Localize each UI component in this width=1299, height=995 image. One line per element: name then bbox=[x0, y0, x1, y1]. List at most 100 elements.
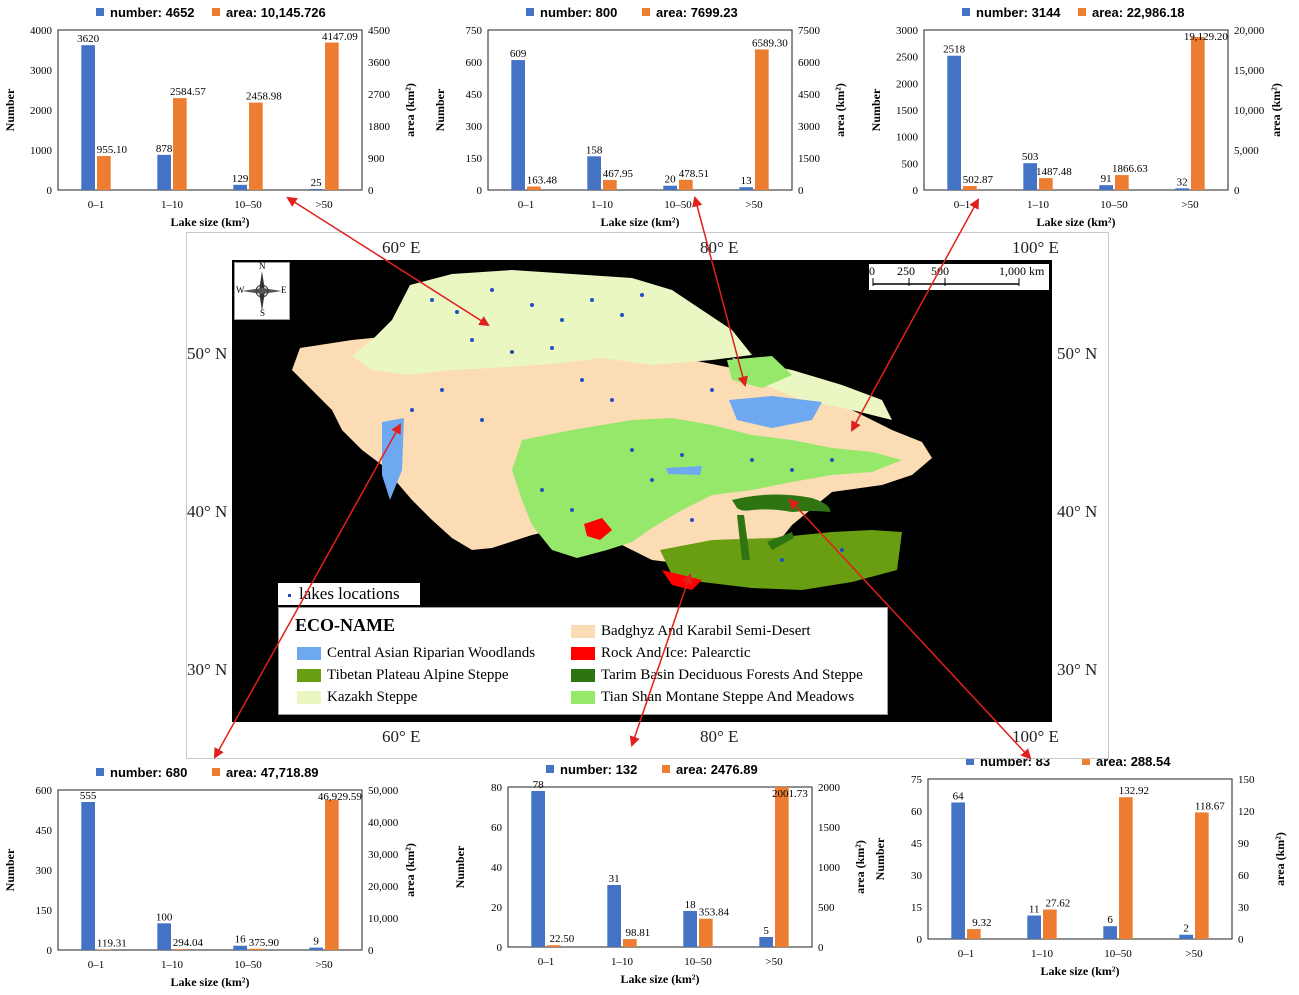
y-left-tick-label: 40 bbox=[491, 862, 503, 874]
chart-legend: number: 680 area: 47,718.89 bbox=[96, 765, 319, 780]
legend-swatch-number bbox=[96, 768, 104, 776]
bar-area-label: 6589.30 bbox=[752, 37, 788, 49]
bar-area bbox=[249, 102, 263, 190]
chart-bottom-right: number: 83 area: 288.54 0 15 30 45 60 75 0 30 60 90… bbox=[870, 749, 1290, 979]
chart-svg: number: 680 area: 47,718.89 0 150 300 450 600 0… bbox=[3, 765, 417, 989]
bar-area-label: 467.95 bbox=[603, 168, 634, 180]
legend-number-label: number: 800 bbox=[540, 5, 617, 20]
chart-top-left: number: 4652 area: 10,145.726 0 1000 2000 300… bbox=[0, 0, 420, 230]
y-right-tick-label: 6000 bbox=[798, 57, 821, 69]
x-tick-label: 0–1 bbox=[954, 199, 971, 211]
legend-item-tarim: Tarim Basin Deciduous Forests And Steppe bbox=[571, 666, 863, 684]
legend-swatch-area bbox=[212, 8, 220, 16]
y-left-axis-label: Number bbox=[3, 88, 17, 131]
legend-swatch-area bbox=[212, 768, 220, 776]
bar-area bbox=[325, 799, 339, 950]
y-right-tick-label: 5,000 bbox=[1234, 145, 1259, 157]
y-right-tick-label: 0 bbox=[368, 945, 374, 957]
bar-number bbox=[1099, 185, 1113, 190]
legend-area-label: area: 288.54 bbox=[1096, 754, 1171, 769]
plot-frame bbox=[507, 786, 813, 948]
swatch bbox=[571, 625, 595, 639]
legend-label: Tarim Basin Deciduous Forests And Steppe bbox=[601, 667, 863, 683]
bar-area-label: 22.50 bbox=[549, 933, 574, 945]
legend-number-label: number: 3144 bbox=[976, 5, 1061, 20]
chart-top-middle: number: 800 area: 7699.23 0 150 300 450 600 750… bbox=[430, 0, 850, 230]
legend-area-label: area: 7699.23 bbox=[656, 5, 738, 20]
x-axis-label: Lake size (km²) bbox=[1037, 215, 1116, 229]
bar-number bbox=[951, 802, 965, 939]
x-tick-label: >50 bbox=[1181, 199, 1199, 211]
x-tick-label: 1–10 bbox=[591, 199, 614, 211]
y-left-axis-label: Number bbox=[869, 88, 883, 131]
legend-area-label: area: 47,718.89 bbox=[226, 765, 319, 780]
y-right-axis-label: area (km²) bbox=[1273, 832, 1287, 886]
bar-number bbox=[233, 945, 247, 950]
x-tick-label: 10–50 bbox=[234, 199, 262, 211]
region-riparian-woodlands-mid bbox=[666, 466, 702, 475]
bar-number bbox=[531, 791, 545, 947]
y-right-tick-label: 0 bbox=[368, 185, 374, 197]
y-right-axis-label: area (km²) bbox=[833, 83, 847, 137]
y-left-axis-label: Number bbox=[3, 848, 17, 891]
bar-area-label: 1487.48 bbox=[1036, 166, 1072, 178]
bar-area bbox=[967, 929, 981, 939]
plot-frame bbox=[923, 29, 1229, 191]
x-tick-label: 10–50 bbox=[1104, 948, 1132, 960]
bar-area bbox=[775, 787, 789, 947]
y-left-tick-label: 80 bbox=[491, 782, 503, 794]
bar-area bbox=[1043, 909, 1057, 939]
y-right-axis-label: area (km²) bbox=[403, 843, 417, 897]
bar-area-label: 98.81 bbox=[625, 927, 650, 939]
lon-label-top-100: 100° E bbox=[1012, 238, 1059, 257]
y-left-tick-label: 4000 bbox=[30, 25, 53, 37]
y-left-axis-label: Number bbox=[453, 845, 467, 888]
y-left-tick-label: 1500 bbox=[896, 105, 919, 117]
x-tick-label: 1–10 bbox=[1031, 948, 1054, 960]
x-tick-label: >50 bbox=[315, 959, 333, 971]
legend-item-tibetan: Tibetan Plateau Alpine Steppe bbox=[297, 666, 509, 684]
y-left-tick-label: 60 bbox=[491, 822, 503, 834]
swatch bbox=[571, 669, 595, 683]
bar-number-label: 555 bbox=[80, 790, 97, 802]
bar-number-label: 158 bbox=[586, 144, 603, 156]
bar-area bbox=[527, 186, 541, 190]
bar-number bbox=[233, 184, 247, 190]
y-left-tick-label: 150 bbox=[466, 153, 483, 165]
x-tick-label: 1–10 bbox=[611, 956, 634, 968]
legend-item-tian-shan: Tian Shan Montane Steppe And Meadows bbox=[571, 688, 854, 706]
y-left-axis-label: Number bbox=[873, 837, 887, 880]
y-right-tick-label: 30,000 bbox=[368, 849, 399, 861]
y-left-tick-label: 2000 bbox=[896, 78, 919, 90]
legend-label: Kazakh Steppe bbox=[327, 689, 418, 705]
y-right-axis-label: area (km²) bbox=[853, 840, 867, 894]
y-left-tick-label: 15 bbox=[911, 902, 923, 914]
bar-area-label: 9.32 bbox=[972, 917, 991, 929]
bar-area-label: 1866.63 bbox=[1112, 163, 1148, 175]
legend-number-label: number: 132 bbox=[560, 762, 637, 777]
y-right-tick-label: 2000 bbox=[818, 782, 841, 794]
y-right-tick-label: 50,000 bbox=[368, 785, 399, 797]
bar-area-label: 353.84 bbox=[699, 907, 730, 919]
bar-area bbox=[1195, 812, 1209, 939]
bar-area bbox=[249, 948, 263, 950]
legend-swatch-number bbox=[526, 8, 534, 16]
bar-number bbox=[157, 154, 171, 190]
chart-legend: number: 132 area: 2476.89 bbox=[546, 762, 758, 777]
bar-area bbox=[173, 98, 187, 190]
y-left-tick-label: 600 bbox=[36, 785, 53, 797]
y-right-tick-label: 20,000 bbox=[368, 881, 399, 893]
bar-area bbox=[325, 42, 339, 190]
y-right-tick-label: 30 bbox=[1238, 902, 1250, 914]
legend-swatch-area bbox=[662, 765, 670, 773]
x-axis-label: Lake size (km²) bbox=[171, 215, 250, 229]
x-tick-label: 10–50 bbox=[234, 959, 262, 971]
y-left-tick-label: 600 bbox=[466, 57, 483, 69]
y-left-tick-label: 450 bbox=[36, 825, 53, 837]
lon-label-top-80: 80° E bbox=[700, 238, 739, 257]
legend-area-label: area: 2476.89 bbox=[676, 762, 758, 777]
scale-tick-1000: 1,000 km bbox=[999, 264, 1045, 278]
y-left-tick-label: 0 bbox=[497, 942, 503, 954]
legend-area-label: area: 10,145.726 bbox=[226, 5, 326, 20]
bar-area-label: 46,929.59 bbox=[318, 791, 363, 803]
